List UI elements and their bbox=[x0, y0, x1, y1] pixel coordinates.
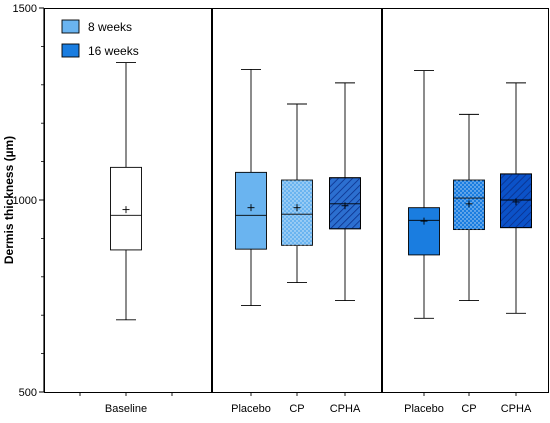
box-panel-16-weeks-placebo: Placebo bbox=[404, 70, 444, 415]
x-category-label: Placebo bbox=[231, 403, 271, 415]
legend-swatch bbox=[61, 43, 80, 58]
box-panel-8-weeks-cpha: CPHA bbox=[329, 82, 361, 415]
legend-item-1: 8 weeks bbox=[61, 19, 132, 34]
box-dot-pattern bbox=[281, 180, 313, 246]
y-tick-label-500: 500 bbox=[19, 387, 37, 399]
box-panel-8-weeks-cp: CP bbox=[281, 103, 313, 415]
x-category-label: Placebo bbox=[404, 403, 444, 415]
legend-label: 8 weeks bbox=[88, 20, 132, 34]
box-outline bbox=[500, 173, 532, 229]
x-category-label: Baseline bbox=[105, 403, 147, 415]
y-tick-label-1500: 1500 bbox=[13, 3, 37, 15]
x-category-label: CP bbox=[289, 403, 304, 415]
y-axis-title: Dermis thickness (µm) bbox=[2, 136, 16, 264]
panel-baseline: Baseline bbox=[105, 62, 147, 415]
x-category-label: CP bbox=[461, 403, 476, 415]
x-category-label: CPHA bbox=[330, 403, 361, 415]
box-outline bbox=[329, 177, 361, 230]
box-panel-16-weeks-cpha: CPHA bbox=[500, 82, 532, 415]
box-panel-8-weeks-placebo: Placebo bbox=[231, 68, 271, 415]
legend-swatch bbox=[61, 19, 80, 34]
panel-frame-3 bbox=[382, 8, 549, 393]
box-panel-baseline-baseline: Baseline bbox=[105, 62, 147, 415]
legend-label: 16 weeks bbox=[88, 44, 139, 58]
panel-8-weeks: Placebo CP CPHA bbox=[231, 68, 361, 415]
legend-item-2: 16 weeks bbox=[61, 43, 139, 58]
box-panel-16-weeks-cp: CP bbox=[453, 113, 485, 415]
y-tick-label-1000: 1000 bbox=[13, 195, 37, 207]
x-category-label: CPHA bbox=[501, 403, 532, 415]
box-body bbox=[408, 207, 440, 256]
panel-16-weeks: Placebo CP CPHA bbox=[404, 70, 532, 415]
